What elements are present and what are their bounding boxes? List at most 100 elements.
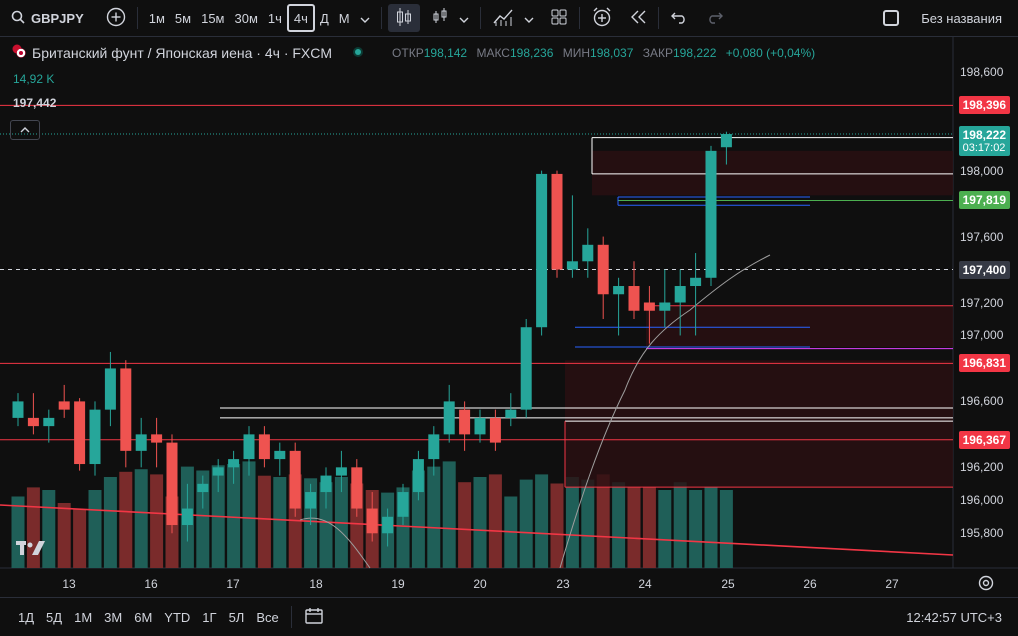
timeframe-button[interactable]: Д: [319, 10, 329, 26]
flag-icon: [12, 44, 26, 61]
price-tick-label: 196,200: [960, 460, 1004, 475]
bottom-toolbar: 1Д 5Д 1М 3М 6М YTD 1Г 5Л Все 12:42:57 UTC+3: [0, 597, 1018, 636]
bars-icon: [431, 7, 449, 30]
time-tick-label: 25: [721, 577, 735, 591]
timeframe-button[interactable]: 4ч: [286, 4, 315, 32]
candle-body: [520, 327, 532, 410]
redo-button[interactable]: [701, 4, 729, 32]
layout-name: Без названия: [921, 10, 1002, 26]
chart-type-candles-button[interactable]: [387, 4, 420, 32]
timeframe-button[interactable]: 15м: [201, 10, 225, 26]
chart-type-bars-button[interactable]: [426, 4, 454, 32]
volume-bar: [442, 461, 456, 568]
supply-zone: [592, 150, 953, 196]
range-button[interactable]: 3М: [104, 609, 123, 625]
market-status-icon: [352, 45, 364, 61]
timeframe-button[interactable]: 30м: [234, 10, 258, 26]
timeframe-button[interactable]: 1м: [148, 10, 165, 26]
high-value: 198,236: [509, 45, 554, 60]
price-tick-label: 196,600: [960, 394, 1004, 409]
candle-body: [58, 401, 70, 410]
volume-bar: [134, 469, 148, 568]
range-button[interactable]: 5Л: [228, 609, 245, 625]
candle-body: [228, 459, 240, 468]
layout-checkbox[interactable]: [883, 10, 900, 26]
candle-body: [181, 508, 193, 526]
candle-body: [459, 409, 471, 435]
grid-icon: [550, 8, 568, 29]
candle-body: [289, 450, 301, 509]
range-button[interactable]: Все: [256, 609, 279, 625]
top-toolbar: GBPJPY 1м 5м 15м 30м 1ч 4ч Д М: [0, 0, 1018, 37]
candle-body: [166, 442, 178, 526]
candle-body: [489, 417, 501, 443]
templates-button[interactable]: [545, 4, 573, 32]
candle-body: [258, 434, 270, 460]
chart-legend: Британский фунт / Японская иена · 4ч · F…: [12, 44, 815, 61]
range-button[interactable]: 1Д: [18, 609, 35, 625]
price-tick-label: 196,000: [960, 493, 1004, 508]
candle-body: [212, 467, 224, 476]
collapse-legend-button[interactable]: [10, 120, 40, 140]
price-level-tag[interactable]: 197,819: [958, 191, 1010, 210]
compare-symbol-button[interactable]: [101, 4, 131, 32]
undo-icon: [670, 10, 688, 27]
alert-button[interactable]: [586, 4, 618, 32]
go-to-date-button[interactable]: [298, 607, 330, 628]
volume-bar: [119, 471, 133, 568]
candle-body: [74, 401, 86, 465]
chevron-up-icon: [20, 125, 30, 136]
volume-bar: [73, 509, 87, 568]
time-tick-label: 27: [885, 577, 899, 591]
time-tick-label: 13: [62, 577, 76, 591]
symbol-name: GBPJPY: [31, 10, 84, 26]
clock[interactable]: 12:42:57 UTC+3: [906, 609, 1002, 625]
price-level-tag[interactable]: 196,367: [958, 430, 1010, 449]
range-button[interactable]: 1М: [74, 609, 93, 625]
axis-settings-button[interactable]: [977, 574, 995, 597]
open-value: 198,142: [423, 45, 468, 60]
candle-body: [320, 475, 332, 493]
redo-icon: [706, 10, 724, 27]
replay-button[interactable]: [624, 4, 652, 32]
range-button[interactable]: 1Г: [202, 609, 217, 625]
legend-title: Британский фунт / Японская иена · 4ч · F…: [32, 44, 333, 61]
price-level-tag[interactable]: 198,396: [958, 96, 1010, 115]
timeframe-button[interactable]: М: [338, 10, 350, 26]
range-button[interactable]: YTD: [164, 609, 191, 625]
gear-icon: [977, 575, 995, 596]
timeframe-button[interactable]: 1ч: [267, 10, 282, 26]
range-button[interactable]: 6М: [134, 609, 153, 625]
volume-bar: [257, 475, 271, 568]
candle-body: [305, 492, 317, 509]
high-label: МАКС: [476, 45, 510, 60]
volume-bar: [458, 482, 472, 568]
volume-bar: [535, 474, 549, 568]
volume-value: 14,92 K: [13, 72, 55, 86]
layout-name-area[interactable]: Без названия: [883, 10, 1002, 26]
timeframe-button[interactable]: 5м: [174, 10, 192, 26]
volume-bar: [673, 482, 687, 568]
indicators-dropdown-button[interactable]: [519, 4, 539, 32]
undo-button[interactable]: [665, 4, 693, 32]
volume-bar: [719, 490, 733, 568]
volume-bar: [319, 482, 333, 568]
price-chart[interactable]: [0, 37, 1018, 597]
symbol-search-button[interactable]: GBPJPY: [6, 4, 89, 32]
indicators-button[interactable]: [487, 4, 519, 32]
trend-line: [0, 504, 954, 556]
chart-type-dropdown-button[interactable]: [454, 4, 474, 32]
volume-bar: [581, 479, 595, 568]
candle-body: [382, 516, 394, 534]
candle-body: [197, 483, 209, 493]
volume-bar: [519, 479, 533, 568]
rewind-icon: [629, 10, 647, 27]
candle-body: [674, 286, 686, 303]
candle-body: [27, 417, 39, 427]
range-button[interactable]: 5Д: [46, 609, 63, 625]
timeframe-dropdown-button[interactable]: [355, 4, 375, 32]
change-value: +0,080 (+0,04%): [725, 45, 816, 60]
bar-countdown: 03:17:02: [962, 142, 1006, 155]
volume-bar: [704, 487, 718, 568]
price-level-tag[interactable]: 196,831: [958, 354, 1010, 373]
